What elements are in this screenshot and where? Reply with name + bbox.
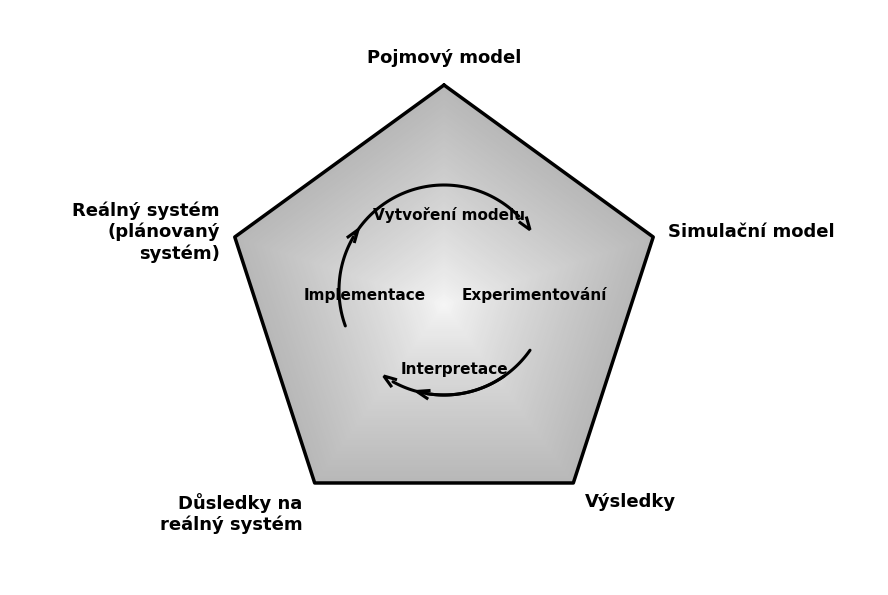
Polygon shape xyxy=(433,294,455,314)
Polygon shape xyxy=(345,201,543,390)
Polygon shape xyxy=(319,173,569,412)
Polygon shape xyxy=(313,168,575,416)
Polygon shape xyxy=(441,302,447,307)
Polygon shape xyxy=(361,217,527,376)
Polygon shape xyxy=(245,96,643,474)
Polygon shape xyxy=(397,255,491,345)
Polygon shape xyxy=(392,250,496,349)
Polygon shape xyxy=(373,231,515,365)
Polygon shape xyxy=(353,209,535,383)
Polygon shape xyxy=(402,261,486,340)
Polygon shape xyxy=(237,87,651,481)
Polygon shape xyxy=(386,245,502,354)
Polygon shape xyxy=(274,126,614,450)
Polygon shape xyxy=(305,159,583,423)
Polygon shape xyxy=(264,115,624,459)
Polygon shape xyxy=(384,242,504,356)
Polygon shape xyxy=(279,131,609,445)
Polygon shape xyxy=(347,203,541,387)
Polygon shape xyxy=(408,267,480,336)
Polygon shape xyxy=(355,211,533,381)
Polygon shape xyxy=(277,129,611,447)
Text: Interpretace: Interpretace xyxy=(400,362,508,377)
Text: Vytvoření modelu: Vytvoření modelu xyxy=(373,207,525,223)
Polygon shape xyxy=(258,109,630,463)
Text: Pojmový model: Pojmový model xyxy=(367,49,521,67)
Polygon shape xyxy=(371,228,517,367)
Polygon shape xyxy=(334,189,554,399)
Polygon shape xyxy=(420,280,468,325)
Polygon shape xyxy=(418,277,470,327)
Polygon shape xyxy=(250,102,638,469)
Text: Experimentování: Experimentování xyxy=(462,287,607,303)
Polygon shape xyxy=(295,148,593,432)
Polygon shape xyxy=(308,162,580,421)
Text: Reálný systém
(plánovaný
systém): Reálný systém (plánovaný systém) xyxy=(72,201,219,262)
Polygon shape xyxy=(439,299,449,309)
Polygon shape xyxy=(289,143,599,436)
Polygon shape xyxy=(337,192,551,396)
Polygon shape xyxy=(297,151,591,430)
Polygon shape xyxy=(436,297,452,312)
Polygon shape xyxy=(292,146,596,434)
Polygon shape xyxy=(416,275,472,330)
Polygon shape xyxy=(428,289,460,318)
Text: Výsledky: Výsledky xyxy=(585,493,677,511)
Text: Simulační model: Simulační model xyxy=(669,223,835,241)
Polygon shape xyxy=(326,181,562,405)
Text: Implementace: Implementace xyxy=(304,287,426,302)
Polygon shape xyxy=(350,206,538,385)
Polygon shape xyxy=(363,220,525,374)
Polygon shape xyxy=(234,85,654,483)
Polygon shape xyxy=(410,270,478,334)
Polygon shape xyxy=(339,195,549,394)
Polygon shape xyxy=(413,272,475,331)
Polygon shape xyxy=(369,226,519,369)
Polygon shape xyxy=(431,291,457,316)
Polygon shape xyxy=(240,90,648,478)
Polygon shape xyxy=(256,107,632,465)
Polygon shape xyxy=(300,154,588,427)
Polygon shape xyxy=(261,112,627,461)
Polygon shape xyxy=(389,248,499,352)
Polygon shape xyxy=(394,253,494,347)
Polygon shape xyxy=(378,236,510,361)
Polygon shape xyxy=(405,264,483,339)
Polygon shape xyxy=(248,99,640,472)
Polygon shape xyxy=(281,134,607,443)
Polygon shape xyxy=(303,156,585,425)
Polygon shape xyxy=(342,198,546,392)
Polygon shape xyxy=(253,104,635,468)
Polygon shape xyxy=(376,233,512,363)
Polygon shape xyxy=(316,170,572,414)
Polygon shape xyxy=(358,214,530,378)
Polygon shape xyxy=(423,283,465,323)
Polygon shape xyxy=(324,178,564,408)
Polygon shape xyxy=(287,140,601,439)
Polygon shape xyxy=(284,137,604,441)
Polygon shape xyxy=(366,223,522,372)
Polygon shape xyxy=(269,121,619,454)
Polygon shape xyxy=(321,176,567,409)
Polygon shape xyxy=(329,184,559,403)
Polygon shape xyxy=(425,286,463,321)
Polygon shape xyxy=(272,124,616,452)
Polygon shape xyxy=(400,258,488,343)
Polygon shape xyxy=(311,165,577,418)
Polygon shape xyxy=(266,118,622,456)
Polygon shape xyxy=(242,93,646,477)
Polygon shape xyxy=(381,239,507,358)
Polygon shape xyxy=(331,187,557,400)
Text: Důsledky na
reálný systém: Důsledky na reálný systém xyxy=(160,493,303,534)
